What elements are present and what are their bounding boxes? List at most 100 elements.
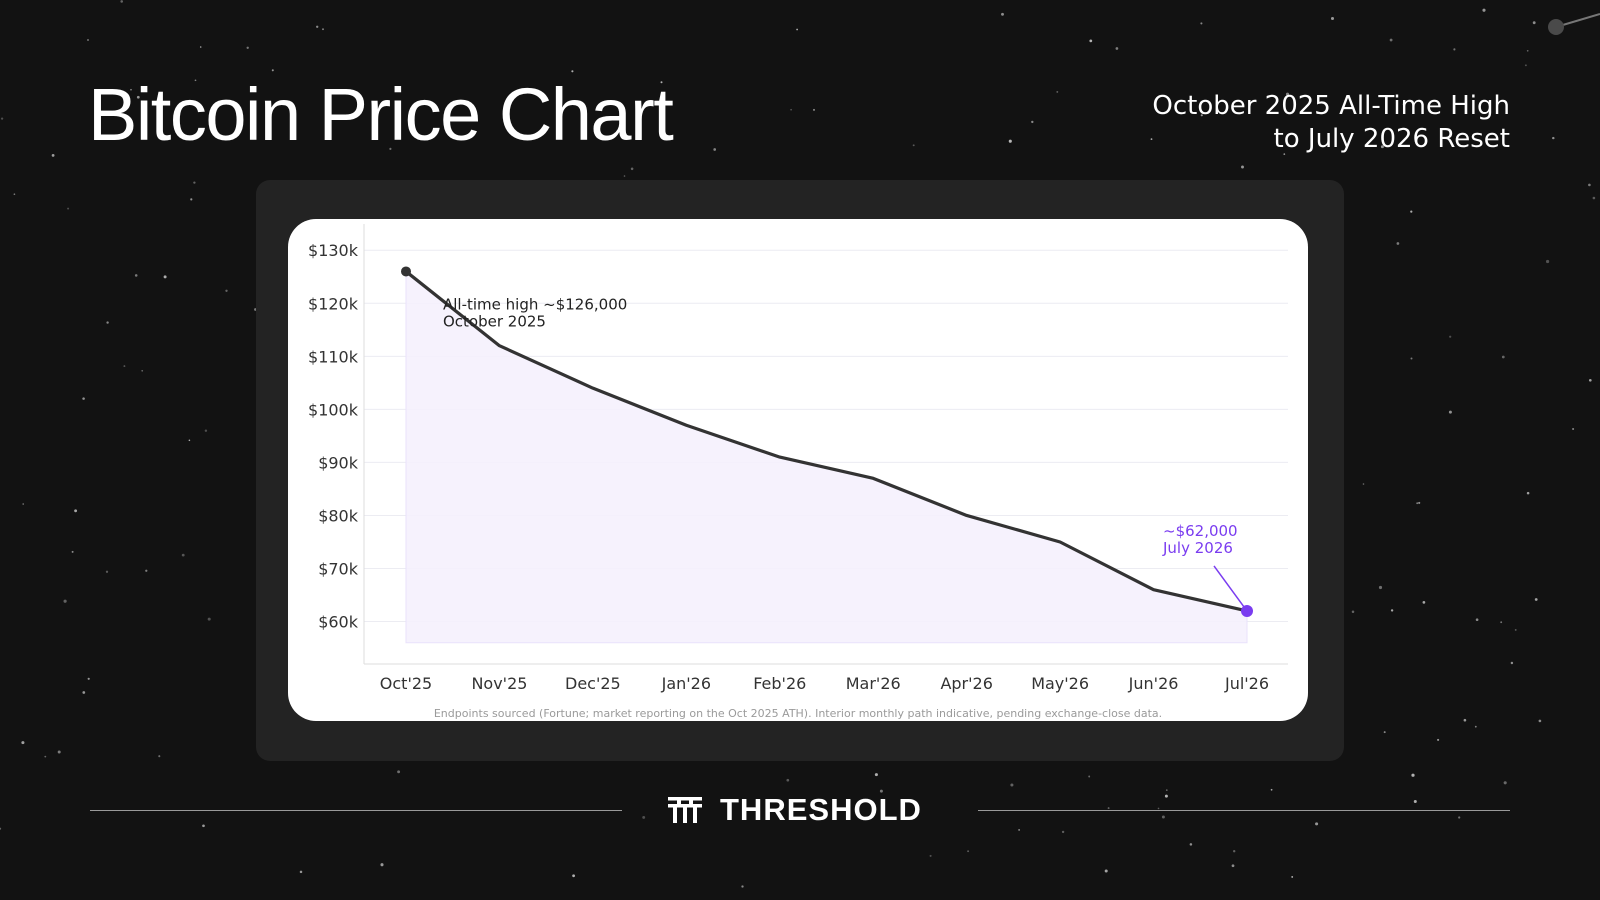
star-dot — [713, 148, 717, 151]
star-dot — [271, 69, 274, 72]
star-dot — [1437, 738, 1440, 741]
x-tick-label: Apr'26 — [940, 674, 992, 693]
price-chart: $60k $70k $80k $90k $100k $110k $120k $130k Oct'… — [308, 224, 1288, 693]
star-dot — [130, 88, 132, 91]
star-dot — [1449, 335, 1452, 338]
star-dot — [63, 599, 67, 603]
star-dot — [1526, 491, 1530, 495]
star-dot — [1410, 210, 1413, 213]
star-dot — [1315, 822, 1319, 826]
star-dot — [1524, 64, 1527, 67]
star-dot — [1422, 601, 1426, 604]
star-dot — [1378, 585, 1383, 590]
star-dot — [1588, 183, 1591, 187]
star-dot — [1588, 378, 1592, 382]
ath-annotation: All-time high ~$126,000 — [443, 295, 627, 313]
star-dot — [1592, 196, 1596, 200]
star-dot — [1161, 815, 1165, 819]
star-dot — [1115, 47, 1119, 50]
chart-card: $60k $70k $80k $90k $100k $110k $120k $130k Oct'… — [288, 219, 1308, 721]
star-dot — [0, 117, 4, 120]
subtitle-line-2: to July 2026 Reset — [1273, 124, 1510, 154]
star-dot — [57, 750, 61, 754]
star-dot — [1089, 39, 1093, 43]
star-dot — [215, 104, 218, 107]
star-dot — [1572, 427, 1575, 431]
reset-annotation-arrow — [1213, 565, 1245, 608]
star-dot — [1018, 829, 1020, 831]
star-dot — [1165, 789, 1168, 791]
star-dot — [71, 550, 74, 553]
star-dot — [1411, 773, 1415, 777]
star-dot — [786, 778, 790, 782]
star-dot — [1189, 843, 1193, 846]
page-subtitle: October 2025 All-Time High to July 2026 … — [1152, 90, 1510, 156]
star-dot — [120, 0, 123, 3]
star-dot — [790, 108, 792, 111]
y-tick-label: $130k — [308, 241, 359, 260]
star-dot — [22, 503, 25, 505]
star-dot — [929, 854, 932, 857]
star-dot — [207, 617, 211, 621]
y-tick-label: $120k — [308, 294, 359, 313]
star-dot — [1534, 598, 1538, 601]
star-dot — [642, 815, 646, 819]
star-dot — [202, 824, 205, 828]
star-dot — [123, 365, 126, 368]
star-dot — [0, 827, 2, 830]
star-dot — [181, 553, 185, 557]
star-dot — [1283, 153, 1286, 155]
star-dot — [21, 741, 25, 745]
star-dot — [571, 70, 574, 73]
star-dot — [1061, 830, 1065, 834]
subtitle-line-1: October 2025 All-Time High — [1152, 91, 1510, 121]
x-tick-label: Mar'26 — [846, 674, 901, 693]
star-dot — [879, 789, 883, 793]
star-dot — [87, 677, 90, 680]
jul-2026-point — [1241, 604, 1253, 617]
star-dot — [1410, 357, 1413, 360]
star-dot — [299, 870, 303, 874]
y-tick-label: $60k — [318, 613, 359, 632]
star-dot — [1270, 788, 1273, 791]
star-dot — [1241, 165, 1244, 169]
star-dot — [1503, 781, 1507, 785]
star-dot — [1200, 22, 1203, 25]
star-dot — [1390, 609, 1394, 612]
star-dot — [1510, 661, 1514, 665]
x-tick-label: Oct'25 — [380, 674, 432, 693]
star-dot — [74, 509, 78, 513]
x-tick-label: Feb'26 — [753, 674, 806, 693]
star-dot — [87, 39, 89, 41]
y-tick-label: $110k — [308, 347, 359, 366]
star-dot — [874, 773, 878, 777]
star-dot — [796, 28, 798, 31]
star-dot — [1351, 610, 1355, 614]
star-dot — [660, 81, 663, 84]
star-dot — [1010, 783, 1014, 787]
reset-annotation: ~$62,000 — [1163, 522, 1238, 540]
brand-name: THRESHOLD — [720, 792, 922, 827]
ath-point — [401, 266, 411, 277]
star-dot — [813, 108, 815, 111]
star-dot — [1538, 719, 1542, 723]
star-dot — [105, 570, 109, 573]
star-dot — [1448, 410, 1452, 414]
footer-divider-left — [90, 810, 622, 811]
star-dot — [572, 874, 575, 878]
star-dot — [389, 147, 392, 150]
star-dot — [136, 95, 140, 99]
star-dot — [1291, 875, 1294, 878]
star-dot — [1383, 731, 1386, 734]
x-tick-label: May'26 — [1031, 674, 1089, 693]
y-tick-label: $70k — [318, 560, 359, 579]
star-dot — [190, 198, 193, 201]
star-dot — [967, 850, 970, 853]
star-dot — [1396, 242, 1400, 245]
star-dot — [1463, 718, 1467, 722]
star-dot — [199, 46, 202, 48]
star-dot — [194, 79, 197, 82]
price-line — [405, 270, 1248, 613]
star-dot — [1546, 259, 1550, 264]
star-dot — [163, 275, 167, 279]
